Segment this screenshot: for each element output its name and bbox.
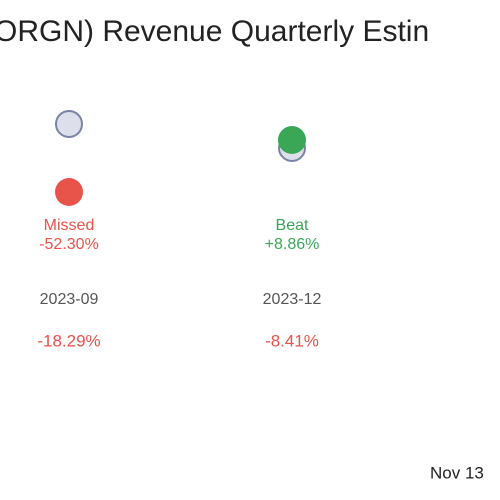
period-label: 2023-12 <box>263 291 322 308</box>
result-label: Missed <box>44 217 95 234</box>
surprise-label: -52.30% <box>39 236 99 253</box>
result-label: Beat <box>276 217 309 234</box>
change-label: -18.29% <box>37 331 100 350</box>
chart-title: ORGN) Revenue Quarterly Estin <box>0 15 429 48</box>
surprise-label: +8.86% <box>265 236 320 253</box>
period-label: 2023-09 <box>40 291 99 308</box>
estimate-dot <box>55 110 83 138</box>
actual-dot <box>55 178 83 206</box>
change-label: -8.41% <box>265 331 319 350</box>
date-label: Nov 13 <box>430 463 484 482</box>
actual-dot <box>278 126 306 154</box>
